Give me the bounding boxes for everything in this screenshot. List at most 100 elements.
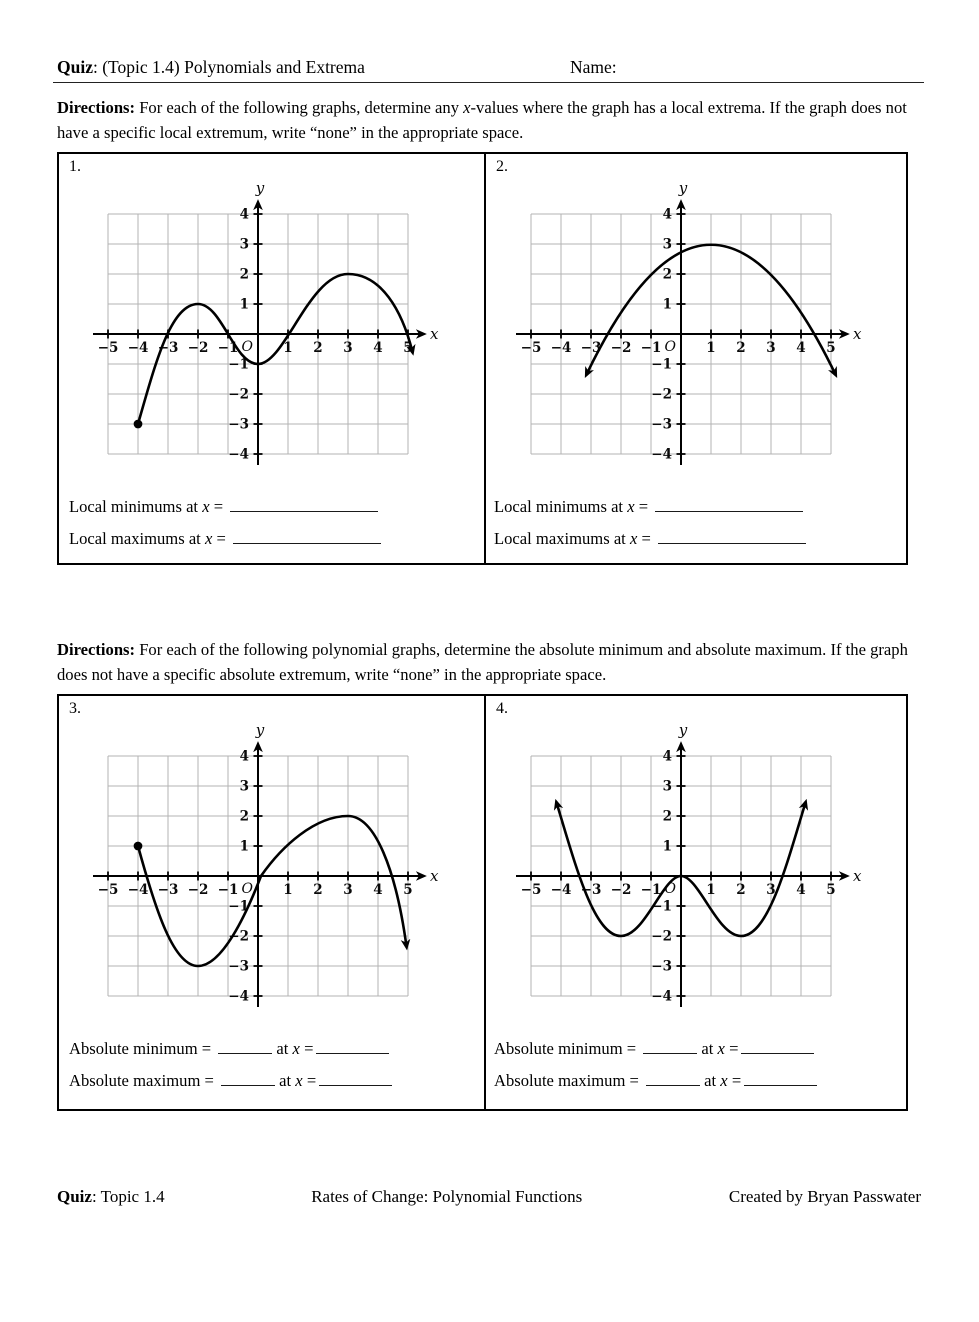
answer-label: Absolute minimum = (69, 1039, 216, 1058)
x-tick-label: −1 (641, 340, 662, 356)
graph-2-axis-labels: x y O (665, 179, 862, 355)
answer-row: Local minimums at x = (494, 497, 906, 529)
answer-eq: = (302, 1070, 317, 1090)
answer-label: Local minimums at (69, 497, 203, 516)
y-tick-label: −3 (651, 959, 672, 975)
answer-blank-value[interactable] (646, 1071, 701, 1086)
problem-3-number: 3. (69, 700, 81, 717)
origin-label: O (242, 881, 254, 897)
x-tick-label: 2 (313, 340, 322, 356)
answer-eq: = (637, 528, 655, 548)
answer-var-x: x (627, 497, 635, 516)
y-tick-label: −3 (228, 959, 249, 975)
answer-var-x: x (629, 528, 638, 548)
answer-row: Absolute minimum = at x = (494, 1039, 906, 1071)
y-tick-label: 3 (663, 237, 672, 253)
answer-var-x: x (204, 528, 213, 548)
x-tick-label: 2 (736, 340, 745, 356)
y-tick-label: −1 (651, 357, 672, 373)
x-tick-label: 3 (343, 882, 352, 898)
answer-blank-value[interactable] (643, 1039, 698, 1054)
x-tick-label: −3 (158, 882, 179, 898)
y-tick-label: 1 (240, 839, 249, 855)
x-axis-label: x (853, 867, 862, 885)
x-tick-label: 5 (403, 882, 412, 898)
problem-1-cell: 1. −5 −4 −3 −2 −1 1 2 3 4 5 4 3 2 1 −1 −2 −3 −4 x y O Local … (59, 154, 484, 563)
problem-4-cell: 4. −5 −4 −3 −2 −1 1 2 3 4 5 4 3 2 1 −1 −2 −3 −4 x y O Absolu… (484, 696, 906, 1109)
y-tick-label: 2 (240, 267, 249, 283)
answer-row: Local maximums at x = (69, 529, 484, 561)
answer-mid: at (272, 1039, 293, 1058)
y-axis-label: y (255, 179, 265, 197)
y-tick-label: 1 (663, 839, 672, 855)
x-tick-label: −1 (218, 882, 239, 898)
y-tick-label: 4 (663, 749, 672, 765)
answer-label: Absolute maximum = (69, 1070, 219, 1090)
x-tick-label: 5 (826, 882, 835, 898)
answer-eq: = (724, 1039, 739, 1058)
x-tick-label: −2 (611, 882, 632, 898)
x-tick-label: −2 (611, 340, 632, 356)
y-tick-label: −2 (228, 387, 249, 403)
answer-label: Local maximums at (69, 528, 205, 548)
problem-3-answers: Absolute minimum = at x = Absolute maxim… (69, 1039, 484, 1102)
answer-blank[interactable] (657, 529, 806, 544)
y-tick-label: 2 (663, 809, 672, 825)
graph-1-axes (93, 199, 427, 465)
problem-1-number: 1. (69, 158, 81, 175)
x-tick-label: 5 (826, 340, 835, 356)
answer-mid: at (700, 1070, 721, 1090)
x-tick-label: 1 (706, 340, 715, 356)
problem-3-cell: 3. −5 −4 −3 −2 −1 1 2 3 4 5 4 3 2 1 −1 −2 −3 −4 x y O Absolu… (59, 696, 484, 1109)
worksheet-page: Quiz: (Topic 1.4) Polynomials and Extrem… (0, 56, 979, 1207)
x-tick-label: 4 (796, 882, 805, 898)
answer-blank[interactable] (230, 497, 379, 512)
answer-blank[interactable] (232, 529, 381, 544)
answer-blank-value[interactable] (221, 1071, 276, 1086)
answer-blank-x[interactable] (741, 1039, 815, 1054)
y-tick-label: −4 (651, 447, 672, 463)
y-tick-label: −4 (228, 989, 249, 1005)
answer-var-x: x (202, 497, 210, 516)
directions-2: Directions: For each of the following po… (57, 640, 908, 684)
problem-4-number: 4. (496, 700, 508, 717)
x-tick-label: 2 (313, 882, 322, 898)
y-tick-label: −4 (228, 447, 249, 463)
footer-left: Quiz: Topic 1.4 (57, 1187, 165, 1206)
problem-1-answers: Local minimums at x = Local maximums at … (69, 497, 484, 560)
x-tick-label: −5 (98, 882, 119, 898)
x-tick-label: −4 (128, 882, 149, 898)
x-tick-label: −4 (551, 340, 572, 356)
answer-label: Local maximums at (494, 528, 630, 548)
answer-var-x: x (295, 1070, 303, 1090)
y-tick-label: 2 (663, 267, 672, 283)
x-tick-label: 2 (736, 882, 745, 898)
answer-row: Absolute minimum = at x = (69, 1039, 484, 1071)
x-tick-label: −2 (188, 340, 209, 356)
answer-eq: = (299, 1039, 314, 1058)
answer-blank-x[interactable] (744, 1071, 818, 1086)
answer-blank-x[interactable] (316, 1039, 390, 1054)
answer-blank-value[interactable] (218, 1039, 273, 1054)
graph-2-ticks: −5 −4 −3 −2 −1 1 2 3 4 5 4 3 2 1 −1 −2 −3 −4 (521, 207, 836, 463)
problem-4-answers: Absolute minimum = at x = Absolute maxim… (494, 1039, 906, 1102)
answer-eq: = (634, 497, 653, 516)
problem-2-cell: 2. −5 −4 −3 −2 −1 1 2 3 4 5 4 3 2 1 −1 −2 −3 −4 x y O Local … (484, 154, 906, 563)
x-tick-label: −5 (521, 882, 542, 898)
origin-label: O (242, 339, 254, 355)
y-axis-label: y (678, 721, 688, 739)
answer-blank-x[interactable] (319, 1071, 393, 1086)
answer-label: Absolute minimum = (494, 1039, 641, 1058)
y-tick-label: 3 (240, 237, 249, 253)
y-tick-label: 4 (663, 207, 672, 223)
answer-blank[interactable] (655, 497, 804, 512)
problem-2-graph: −5 −4 −3 −2 −1 1 2 3 4 5 4 3 2 1 −1 −2 −3 −4 x y O (516, 179, 862, 465)
footer-center: Rates of Change: Polynomial Functions (311, 1187, 583, 1206)
x-tick-label: −1 (641, 882, 662, 898)
x-tick-label: 4 (373, 882, 382, 898)
y-tick-label: 2 (240, 809, 249, 825)
y-tick-label: 1 (663, 297, 672, 313)
answer-label: Local minimums at (494, 497, 628, 516)
